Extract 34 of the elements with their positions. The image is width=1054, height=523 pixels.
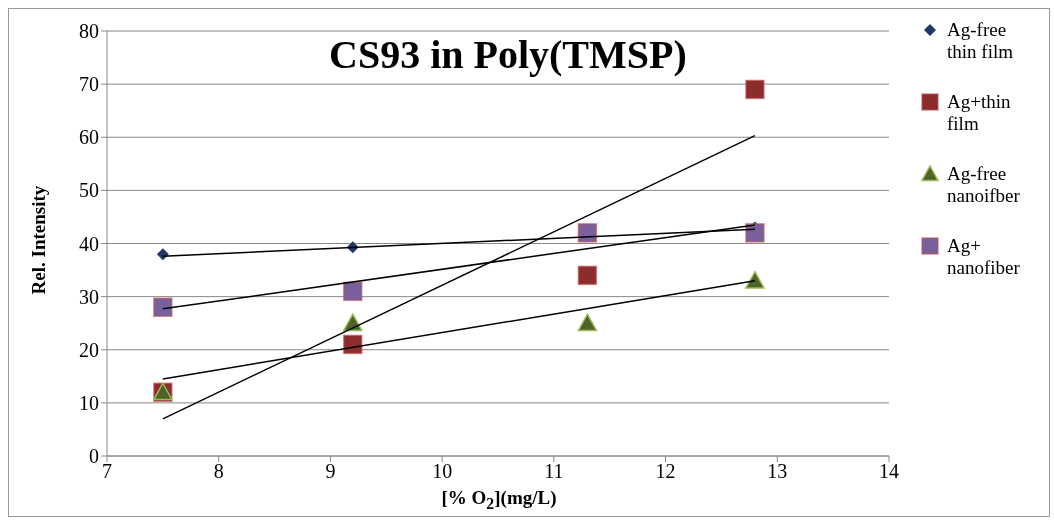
point [153, 297, 173, 317]
x-tick-label: 11 [544, 460, 564, 483]
y-tick-label: 10 [79, 391, 99, 414]
point [577, 313, 598, 332]
y-tick-label: 30 [79, 285, 99, 308]
x-axis-title: [% O$_{2}$](mg/L) [440, 487, 558, 513]
point [577, 265, 598, 286]
y-tick-label: 80 [79, 20, 99, 43]
y-tick-label: 40 [79, 232, 99, 255]
x-tick-label: 8 [213, 460, 224, 483]
y-tick-label: 50 [79, 179, 99, 202]
y-tick-label: 60 [79, 126, 99, 149]
x-tick-label: 13 [767, 460, 788, 483]
y-tick-label: 20 [79, 338, 99, 361]
point [343, 281, 363, 302]
legend-label: Ag-free nanoifber [947, 163, 1021, 207]
legend-label: Ag+thin film [947, 91, 1012, 135]
x-tick-label: 10 [432, 460, 453, 483]
y-axis-title: Rel. Intensity [28, 184, 50, 297]
point [577, 223, 598, 243]
x-tick-label: 7 [102, 460, 112, 483]
y-tick-label: 0 [89, 445, 99, 468]
y-tick-label: 70 [79, 73, 99, 96]
point [156, 248, 169, 261]
point [343, 334, 363, 355]
legend-label: Ag-free thin film [947, 19, 1014, 63]
point [745, 79, 765, 100]
chart-title: CS93 in Poly(TMSP) [329, 31, 687, 78]
legend-label: Ag+ nanofiber [947, 235, 1021, 279]
point [745, 223, 765, 243]
point [745, 270, 765, 289]
x-tick-label: 9 [325, 460, 336, 483]
x-tick-label: 14 [879, 460, 899, 483]
x-tick-label: 12 [655, 460, 676, 483]
